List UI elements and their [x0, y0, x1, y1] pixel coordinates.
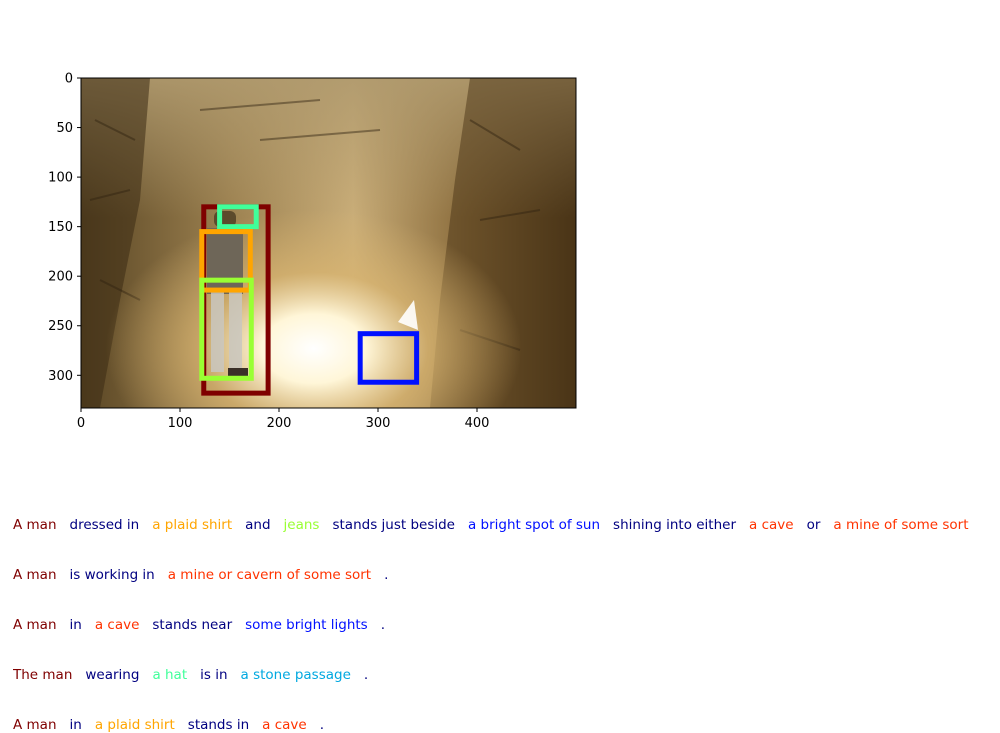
caption-phrase: a cave: [94, 617, 140, 633]
caption-phrase: some bright lights: [245, 617, 368, 633]
caption-phrase: .: [363, 667, 369, 683]
bbox-jeans: [199, 277, 254, 381]
y-tick-label: 50: [56, 121, 73, 136]
bbox-a-plaid-shirt: [199, 229, 253, 293]
caption-line: A man in a cave stands near some bright ligh…: [13, 617, 385, 633]
caption-phrase: in: [69, 617, 82, 633]
caption-phrase: a cave: [262, 717, 307, 733]
caption-phrase: a bright spot of sun: [467, 517, 601, 533]
caption-line: The man wearing a hat is in a stone passage.: [13, 667, 368, 683]
x-axis-ticks: 0 100 200 300 400: [77, 408, 490, 431]
caption-line: A man in a plaid shirt stands in a cave.: [13, 717, 324, 733]
x-tick-label: 400: [465, 416, 490, 431]
caption-phrase: .: [380, 617, 385, 633]
caption-line: A man is working in a mine or cavern of so…: [13, 567, 388, 583]
caption-phrase: in: [69, 717, 82, 733]
x-tick-label: 300: [366, 416, 391, 431]
x-tick-label: 200: [267, 416, 292, 431]
y-tick-label: 300: [48, 369, 73, 384]
x-tick-label: 100: [168, 416, 193, 431]
caption-phrase: stands in: [187, 717, 250, 733]
y-tick-label: 200: [48, 270, 73, 285]
caption-phrase: A man: [13, 517, 57, 533]
y-axis-ticks: 0 50 100 150 200 250 300: [48, 72, 81, 384]
annotated-figure: 0 100 200 300 400 0 50 100 150 200 250 300: [48, 72, 577, 431]
y-tick-label: 250: [48, 319, 73, 334]
cave-photo: [81, 78, 576, 408]
caption-line: A man dressed in a plaid shirt and jeans stan…: [13, 517, 969, 533]
y-tick-label: 150: [48, 220, 73, 235]
caption-phrase: A man: [13, 617, 57, 633]
caption-phrase: .: [319, 717, 324, 733]
bbox-bright-spot: [357, 331, 420, 385]
caption-phrase: a plaid shirt: [152, 517, 233, 533]
caption-phrase: a plaid shirt: [94, 717, 175, 733]
caption-phrase: a stone passage: [240, 667, 351, 683]
caption-phrase: A man: [13, 717, 57, 733]
caption-phrase: stands near: [152, 617, 233, 633]
caption-phrase: is in: [200, 667, 228, 683]
caption-phrase: is working in: [69, 567, 155, 583]
caption-phrase: a mine or cavern of some sort: [167, 567, 372, 583]
caption-phrase: wearing: [85, 667, 140, 683]
caption-phrase: or: [806, 517, 821, 533]
caption-phrase: stands just beside: [332, 517, 455, 533]
image-frame: [80, 77, 577, 409]
caption-phrase: A man: [13, 567, 57, 583]
caption-phrase: a mine of some sort: [833, 517, 969, 533]
y-tick-label: 100: [48, 171, 73, 186]
caption-phrase: shining into either: [613, 517, 737, 533]
bounding-boxes: [199, 204, 420, 396]
caption-phrase: and: [245, 517, 271, 533]
caption-phrase: a cave: [749, 517, 794, 533]
caption-phrase: The man: [13, 667, 73, 683]
y-tick-label: 0: [65, 72, 73, 87]
x-tick-label: 0: [77, 416, 85, 431]
caption-phrase: .: [384, 567, 389, 583]
caption-phrase: jeans: [283, 517, 320, 533]
caption-phrase: a hat: [152, 667, 188, 683]
caption-phrase: dressed in: [69, 517, 140, 533]
bbox-a-hat: [217, 204, 259, 230]
